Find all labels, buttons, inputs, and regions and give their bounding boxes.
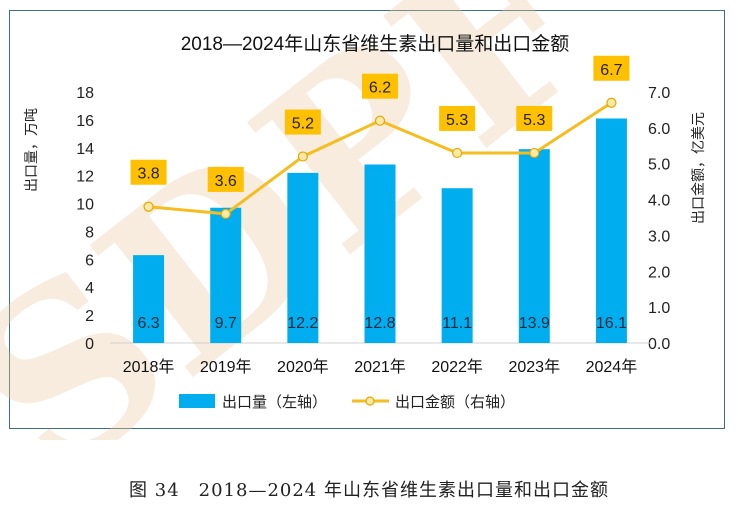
bar <box>518 149 550 343</box>
left-tick-label: 2 <box>85 308 94 325</box>
right-tick-label: 0.0 <box>648 336 670 353</box>
left-tick-label: 14 <box>76 141 94 158</box>
point-value-label: 3.8 <box>137 166 159 183</box>
point-label-box <box>207 166 244 192</box>
legend: 出口量（左轴） 出口金额（右轴） <box>179 393 515 411</box>
bar-value-label: 16.1 <box>596 315 627 332</box>
x-tick-label: 2018年 <box>123 358 175 376</box>
bar-value-label: 9.7 <box>215 315 237 332</box>
bar <box>133 255 165 343</box>
right-axis-title: 出口金额，亿美元 <box>691 112 707 224</box>
left-tick-label: 10 <box>76 197 94 214</box>
bar-value-label: 12.8 <box>364 315 395 332</box>
x-tick-label: 2019年 <box>200 358 252 376</box>
figure-caption: 图 34 2018—2024 年山东省维生素出口量和出口金额 <box>129 480 609 501</box>
bars: 6.3 9.7 12.2 12.8 11.1 13.9 16.1 <box>133 118 627 343</box>
chart-title: 2018—2024年山东省维生素出口量和出口金额 <box>181 33 570 55</box>
point-label-box <box>130 159 167 185</box>
legend-bar-swatch <box>179 394 215 408</box>
bar-value-label: 11.1 <box>442 315 472 332</box>
bar-value-label: 13.9 <box>519 315 550 332</box>
bar-value-label: 12.2 <box>287 315 318 332</box>
point-value-label: 6.7 <box>600 62 622 79</box>
x-tick-label: 2021年 <box>354 358 406 376</box>
amount-line: 3.8 3.6 5.2 6.2 5.3 5.3 6.7 <box>130 55 630 220</box>
point-label-box <box>516 105 553 131</box>
point-value-label: 5.3 <box>446 112 468 129</box>
line-point <box>529 147 540 159</box>
left-tick-label: 12 <box>76 169 94 186</box>
left-axis: 0 2 4 6 8 10 12 14 16 18 出口量，万吨 <box>24 85 94 353</box>
x-axis-ticks: 2018年 2019年 2020年 2021年 2022年 2023年 2024年 <box>123 358 637 376</box>
left-tick-label: 0 <box>85 336 94 353</box>
line-point <box>220 208 231 220</box>
bar <box>210 207 242 343</box>
right-tick-label: 6.0 <box>648 121 670 138</box>
point-value-label: 6.2 <box>369 80 391 97</box>
point-value-label: 5.2 <box>292 116 314 133</box>
point-label-box <box>593 55 630 81</box>
legend-line-label: 出口金额（右轴） <box>395 393 515 411</box>
point-value-label: 3.6 <box>215 173 237 190</box>
left-tick-label: 16 <box>76 113 94 130</box>
point-value-label: 5.3 <box>523 112 545 129</box>
line-point <box>606 97 617 108</box>
bar <box>287 172 319 343</box>
right-tick-label: 3.0 <box>648 228 670 245</box>
line-point <box>374 115 386 126</box>
x-tick-label: 2020年 <box>277 358 329 376</box>
line-point <box>143 201 154 212</box>
point-label-box <box>362 73 398 99</box>
left-tick-label: 6 <box>85 252 94 269</box>
left-tick-label: 18 <box>76 85 94 102</box>
bar-value-label: 6.3 <box>137 315 159 332</box>
point-label-box <box>284 109 321 135</box>
line-point <box>297 151 308 162</box>
right-axis: 0.0 1.0 2.0 3.0 4.0 5.0 6.0 7.0 出口金额，亿美元 <box>648 85 707 353</box>
point-label-box <box>439 105 476 131</box>
line-point <box>452 147 463 159</box>
right-tick-label: 1.0 <box>648 300 670 317</box>
right-tick-label: 2.0 <box>648 264 670 281</box>
legend-line-marker <box>365 396 375 406</box>
x-tick-label: 2023年 <box>508 358 560 376</box>
bar <box>595 118 627 343</box>
x-tick-label: 2022年 <box>431 358 483 376</box>
left-tick-label: 8 <box>85 224 94 241</box>
bar <box>364 164 396 343</box>
right-tick-label: 4.0 <box>648 193 670 210</box>
chart: SDPF 2018—2024年山东省维生素出口量和出口金额 0246810121… <box>0 0 707 440</box>
x-tick-label: 2024年 <box>586 358 638 376</box>
right-tick-label: 5.0 <box>648 157 670 174</box>
bar <box>441 188 473 343</box>
left-axis-title: 出口量，万吨 <box>24 108 40 192</box>
right-tick-label: 7.0 <box>648 85 670 102</box>
legend-bar-label: 出口量（左轴） <box>222 393 327 411</box>
left-tick-label: 4 <box>85 280 94 297</box>
